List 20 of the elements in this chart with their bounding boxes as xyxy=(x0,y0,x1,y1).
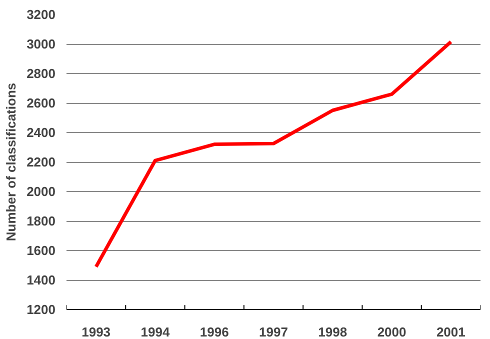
y-tick-label: 3200 xyxy=(26,7,56,22)
y-tick-label: 2200 xyxy=(26,154,56,170)
x-tick-label: 1993 xyxy=(82,324,111,339)
y-tick-label: 1600 xyxy=(26,243,56,258)
y-tick-label: 1200 xyxy=(26,302,56,317)
y-tick-label: 1800 xyxy=(26,214,56,228)
y-tick-label: 2000 xyxy=(26,184,56,199)
y-tick-label: 2600 xyxy=(26,96,56,110)
y-tick-label: 2400 xyxy=(26,125,56,140)
x-tick-label: 1997 xyxy=(259,324,288,339)
x-tick-label: 1994 xyxy=(140,324,170,339)
x-tick-label: 1998 xyxy=(318,324,348,339)
y-tick-label: 3000 xyxy=(26,36,56,52)
y-tick-label: 1400 xyxy=(26,272,56,288)
y-tick-label: 2800 xyxy=(26,66,56,81)
line-series xyxy=(94,40,453,268)
x-tick-label: 1996 xyxy=(200,324,229,339)
y-axis-title: Number of classifications xyxy=(4,82,19,242)
x-tick-label: 2000 xyxy=(377,324,406,339)
x-tick-label: 2001 xyxy=(436,324,466,339)
